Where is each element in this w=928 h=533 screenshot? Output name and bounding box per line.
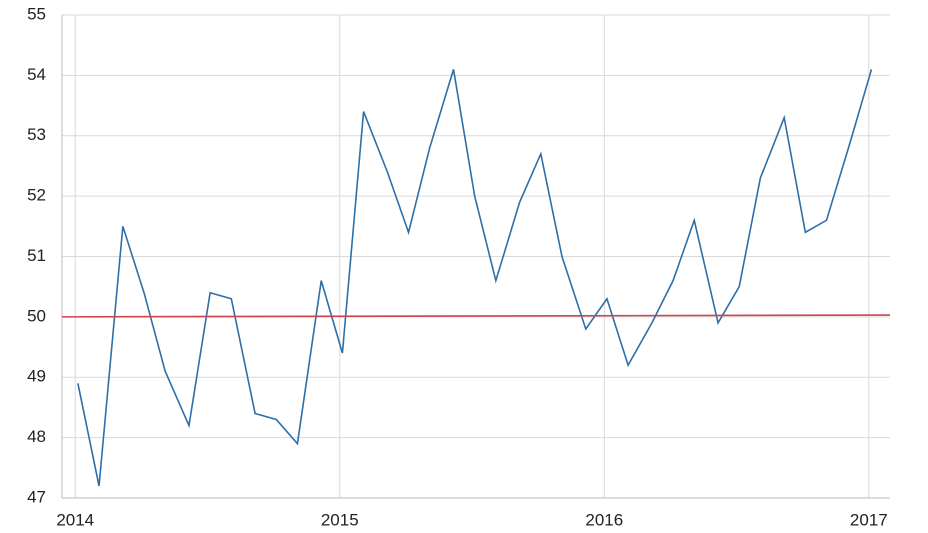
x-tick-label: 2015 (321, 510, 359, 529)
y-tick-label: 54 (27, 65, 46, 84)
line-series (61, 314, 891, 318)
x-tick-label: 2017 (850, 510, 888, 529)
y-tick-label: 51 (27, 246, 46, 265)
y-tick-label: 53 (27, 125, 46, 144)
y-tick-label: 47 (27, 487, 46, 506)
y-tick-label: 55 (27, 4, 46, 23)
y-tick-label: 52 (27, 186, 46, 205)
y-tick-label: 48 (27, 427, 46, 446)
x-tick-label: 2016 (585, 510, 623, 529)
y-tick-label: 49 (27, 367, 46, 386)
line-series (77, 69, 873, 487)
y-tick-label: 50 (27, 306, 46, 325)
x-tick-label: 2014 (56, 510, 94, 529)
